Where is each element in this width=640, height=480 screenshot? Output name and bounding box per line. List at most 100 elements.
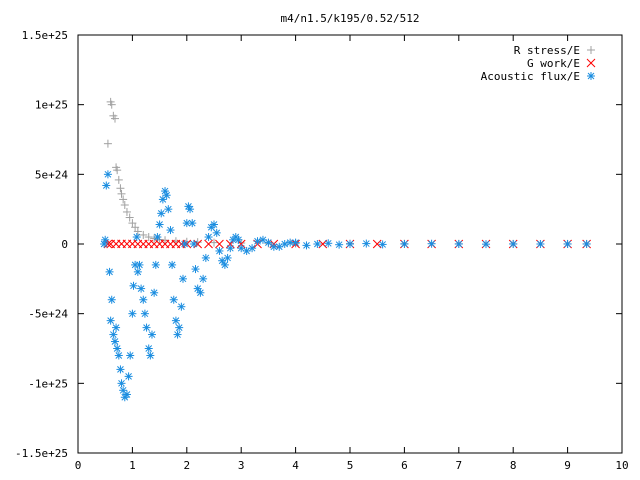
point-series-3-96 — [536, 240, 545, 248]
point-series-3-75 — [248, 244, 257, 253]
point-series-3-42 — [166, 226, 175, 235]
point-series-3-21 — [129, 281, 138, 290]
point-series-3-69 — [226, 244, 235, 253]
y-tick-label: -5e+24 — [28, 308, 68, 321]
point-series-3-65 — [215, 246, 224, 255]
x-tick-label: 2 — [183, 459, 190, 472]
y-tick-label: 5e+24 — [35, 168, 68, 181]
point-series-3-35 — [153, 233, 162, 242]
point-series-3-27 — [139, 295, 148, 304]
point-series-3-88 — [346, 240, 354, 248]
point-series-3-37 — [157, 209, 166, 218]
point-series-3-60 — [201, 253, 210, 262]
point-series-3-9 — [110, 337, 119, 346]
point-series-3-19 — [126, 351, 135, 360]
point-series-3-12 — [114, 351, 123, 360]
point-series-3-4 — [103, 170, 112, 179]
point-series-3-28 — [140, 309, 149, 318]
point-series-3-85 — [313, 240, 322, 248]
y-tick-label: -1e+25 — [28, 377, 68, 390]
x-tick-label: 10 — [615, 459, 628, 472]
point-series-3-47 — [175, 323, 184, 332]
point-series-1-15 — [128, 219, 137, 228]
point-series-1-7 — [113, 166, 122, 175]
point-series-3-44 — [169, 295, 178, 304]
point-series-3-64 — [212, 228, 221, 237]
point-series-3-6 — [106, 316, 115, 325]
plot-marks — [100, 97, 591, 402]
x-tick-label: 5 — [347, 459, 354, 472]
legend-marker-1 — [587, 46, 595, 54]
point-series-1-10 — [117, 189, 126, 198]
point-series-3-50 — [180, 240, 189, 248]
point-series-3-98 — [582, 240, 591, 248]
y-tick-label: 0 — [61, 238, 68, 251]
y-tick-label: 1e+25 — [35, 99, 68, 112]
point-series-1-1 — [103, 139, 112, 148]
point-series-1-14 — [125, 213, 134, 222]
point-series-3-41 — [164, 205, 173, 214]
legend-label-2: G work/E — [527, 57, 580, 70]
point-series-1-11 — [119, 195, 128, 204]
point-series-3-18 — [124, 372, 133, 381]
legend-label-1: R stress/E — [514, 44, 580, 57]
legend-marker-3 — [587, 72, 595, 80]
point-series-3-23 — [132, 233, 141, 242]
point-series-3-34 — [151, 260, 160, 269]
point-series-3-53 — [186, 205, 195, 214]
point-series-3-25 — [135, 260, 144, 269]
point-series-3-91 — [400, 240, 409, 248]
point-series-3-30 — [144, 344, 153, 353]
point-series-3-67 — [220, 260, 229, 269]
x-tick-label: 6 — [401, 459, 408, 472]
point-series-3-72 — [234, 235, 243, 244]
point-series-1-22 — [161, 236, 170, 245]
point-series-3-93 — [454, 240, 463, 248]
point-series-3-57 — [193, 284, 202, 293]
point-series-3-29 — [142, 323, 151, 332]
point-series-1-18 — [139, 230, 148, 239]
x-tick-label: 9 — [564, 459, 571, 472]
point-series-1-8 — [114, 175, 123, 184]
point-series-3-61 — [204, 233, 213, 242]
axes: 0 1 2 3 4 5 6 7 8 9 10 -1.5e+25 -1e+25 -5e+24 0 5e+24 1e… — [15, 29, 629, 472]
point-series-3-83 — [291, 238, 300, 247]
point-series-3-2 — [101, 235, 110, 244]
point-series-3-92 — [427, 239, 436, 248]
legend-marker-2 — [586, 58, 596, 68]
point-series-1-3 — [107, 100, 116, 109]
point-series-3-10 — [112, 323, 121, 332]
point-series-2-18 — [204, 239, 213, 249]
x-tick-label: 1 — [129, 459, 136, 472]
point-series-3-8 — [109, 330, 118, 339]
point-series-1-26 — [210, 238, 218, 247]
point-series-3-84 — [302, 241, 311, 250]
point-series-3-63 — [210, 220, 218, 229]
point-series-3-31 — [146, 351, 155, 360]
point-series-3-95 — [509, 240, 518, 248]
point-series-3-33 — [150, 288, 159, 297]
chart-title: m4/n1.5/k195/0.52/512 — [280, 12, 419, 25]
point-series-1-17 — [133, 227, 142, 236]
legend-label-3: Acoustic flux/E — [481, 70, 580, 83]
point-series-3-3 — [102, 181, 111, 190]
point-series-1-13 — [122, 207, 131, 216]
point-series-3-26 — [137, 284, 146, 293]
y-tick-label: 1.5e+25 — [22, 29, 68, 42]
point-series-1-19 — [144, 233, 153, 242]
x-tick-label: 3 — [238, 459, 245, 472]
point-series-3-54 — [188, 219, 197, 228]
point-series-3-89 — [362, 239, 371, 248]
point-series-3-43 — [168, 260, 177, 269]
point-series-3-86 — [324, 239, 333, 248]
point-series-3-24 — [133, 267, 142, 276]
point-series-3-58 — [196, 288, 205, 297]
point-series-3-36 — [155, 220, 164, 229]
point-series-1-20 — [150, 234, 159, 243]
point-series-3-48 — [177, 302, 186, 311]
point-series-3-82 — [286, 238, 295, 247]
point-series-1-12 — [120, 200, 129, 209]
point-series-3-20 — [128, 309, 137, 318]
